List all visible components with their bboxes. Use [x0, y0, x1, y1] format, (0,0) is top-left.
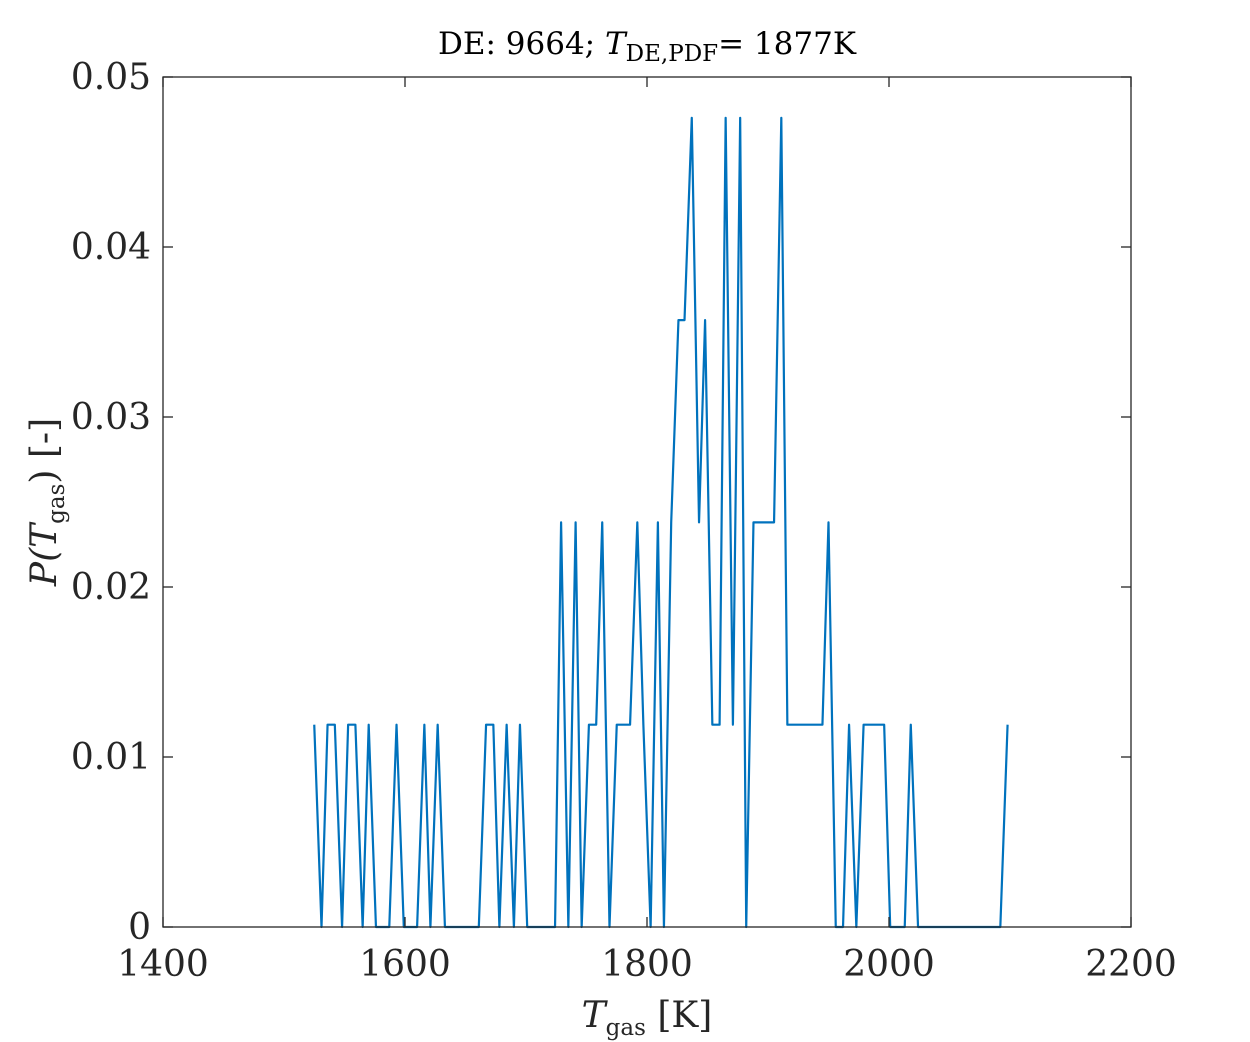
- x-tick-label: 2200: [1085, 944, 1177, 985]
- y-axis-title: P(Tgas) [-]: [24, 418, 70, 587]
- y-tick-label: 0.01: [71, 737, 151, 778]
- y-axis-title-subscript: gas: [44, 484, 70, 524]
- y-tick-label: 0.05: [71, 57, 151, 98]
- y-tick-label: 0.03: [71, 397, 151, 438]
- x-axis-title-subscript: gas: [606, 1015, 646, 1041]
- y-tick-label: 0.04: [71, 227, 151, 268]
- x-tick-label: 1400: [117, 944, 209, 985]
- y-tick-labels: 0 0.01 0.02 0.03 0.04 0.05: [71, 57, 151, 948]
- y-axis-title-variable: T: [24, 521, 65, 548]
- y-axis-title-suffix: ) [-]: [24, 418, 65, 484]
- ticks-layer: [162, 76, 1132, 928]
- x-axis-title-variable: T: [582, 995, 609, 1036]
- y-tick-label: 0.02: [71, 567, 151, 608]
- x-tick-label: 2000: [843, 944, 935, 985]
- y-axis-title-variable-p: P(: [24, 547, 65, 587]
- x-tick-label: 1800: [601, 944, 693, 985]
- x-tick-labels: 1400 1600 1800 2000 2200: [117, 944, 1177, 985]
- chart-title-variable: T: [605, 26, 628, 62]
- x-tick-label: 1600: [359, 944, 451, 985]
- chart-title-subscript: DE,PDF: [626, 41, 718, 67]
- x-axis-title: Tgas [K]: [582, 995, 713, 1041]
- y-tick-label: 0: [128, 907, 151, 948]
- chart-title-suffix: = 1877K: [718, 26, 857, 62]
- chart-title: DE: 9664; TDE,PDF= 1877K: [438, 26, 857, 67]
- x-axis-title-unit: [K]: [646, 995, 712, 1036]
- plot-background: [163, 77, 1131, 927]
- chart-title-prefix: DE: 9664;: [438, 26, 605, 62]
